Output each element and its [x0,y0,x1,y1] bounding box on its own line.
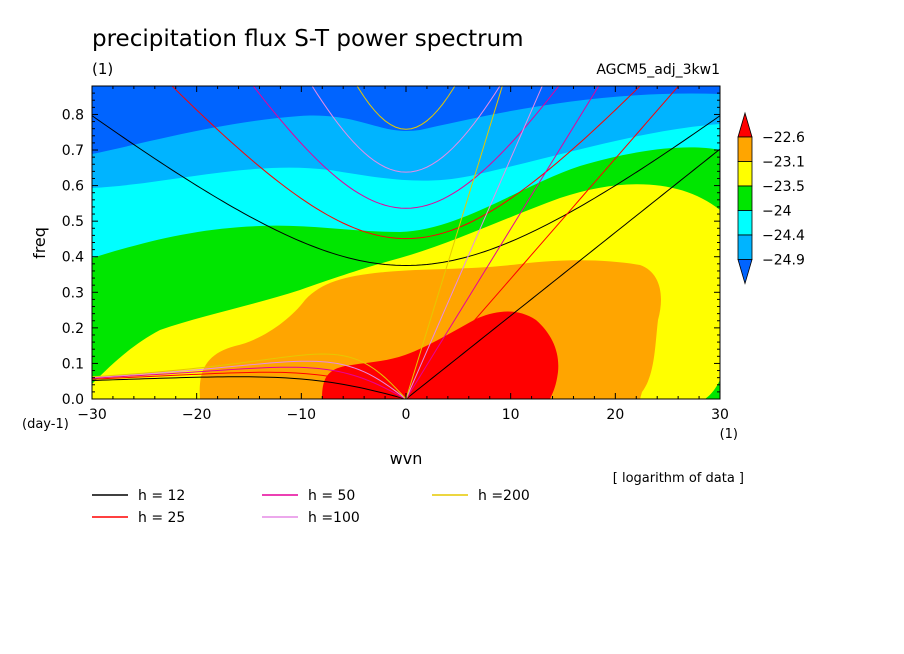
filled-contours [92,86,720,399]
x-tick-label: −10 [287,407,317,423]
legend-label: h =200 [478,488,530,504]
y-tick-label: 0.0 [62,392,84,408]
x-unit-label: (1) [720,427,738,442]
y-tick-label: 0.8 [62,107,84,123]
x-tick-label: −30 [77,407,107,423]
gravity-curve-25 [171,86,641,240]
legend-label: h = 50 [308,488,355,504]
y-tick-label: 0.1 [62,356,84,372]
colorbar-label: −23.1 [762,155,805,171]
kelvin-curve-200 [405,86,503,399]
chart-subtitle-right: AGCM5_adj_3kw1 [596,62,720,78]
gravity-curve-12 [92,115,720,266]
kelvin-curve-50 [405,86,600,399]
chart-subtitle-left: (1) [92,60,113,78]
x-tick-label: −20 [182,407,212,423]
x-tick-label: 0 [402,407,411,423]
legend-label: h = 25 [138,510,185,526]
x-tick-label: 30 [711,407,729,423]
gravity-curve-100 [311,86,501,173]
axis-ticks [91,85,721,400]
x-tick-labels: −30 −20 −10 0 10 20 30 [77,407,729,423]
colorbar-label: −24 [762,204,792,220]
colorbar: −22.6 −23.1 −23.5 −24 −24.4 −24.9 [737,111,805,285]
y-tick-label: 0.3 [62,285,84,301]
rossby-curve-12 [92,376,407,399]
curve-legend: h = 12 h = 25 h = 50 h =100 h =200 [92,488,530,526]
kelvin-curve-12 [405,148,720,399]
y-axis-label: freq [30,227,49,259]
colorbar-box [737,185,753,211]
y-tick-label: 0.4 [62,250,84,266]
y-tick-labels: 0.0 0.1 0.2 0.3 0.4 0.5 0.6 0.7 0.8 [62,107,84,408]
y-tick-label: 0.7 [62,143,84,159]
gravity-curve-50 [252,86,560,209]
colorbar-label: −24.9 [762,253,805,269]
colorbar-label: −23.5 [762,179,805,195]
x-axis-label: wvn [390,449,423,468]
rossby-curve-50 [92,366,407,399]
colorbar-box [737,210,753,236]
colorbar-label: −24.4 [762,228,805,244]
colorbar-top-arrow [737,111,753,138]
colorbar-box [737,136,753,162]
colorbar-box [737,161,753,187]
y-unit-label: (day-1) [22,417,69,432]
chart-title: precipitation flux S-T power spectrum [92,26,524,52]
gravity-curve-200 [356,86,456,130]
legend-label: h =100 [308,510,360,526]
colorbar-label: −22.6 [762,130,805,146]
rossby-curve-25 [92,371,407,399]
log-note: [ logarithm of data ] [613,471,744,486]
y-tick-label: 0.6 [62,179,84,195]
colorbar-bottom-arrow [737,259,753,285]
colorbar-box [737,234,753,260]
y-tick-label: 0.2 [62,321,84,337]
legend-label: h = 12 [138,488,185,504]
dispersion-curves [92,86,720,399]
rossby-curve-100 [92,360,407,399]
x-tick-label: 10 [502,407,520,423]
kelvin-curve-100 [405,86,543,399]
rossby-curve-200 [92,353,407,399]
contour-band-7 [322,311,559,399]
y-tick-label: 0.5 [62,214,84,230]
kelvin-curve-25 [405,86,680,399]
x-tick-label: 20 [606,407,624,423]
